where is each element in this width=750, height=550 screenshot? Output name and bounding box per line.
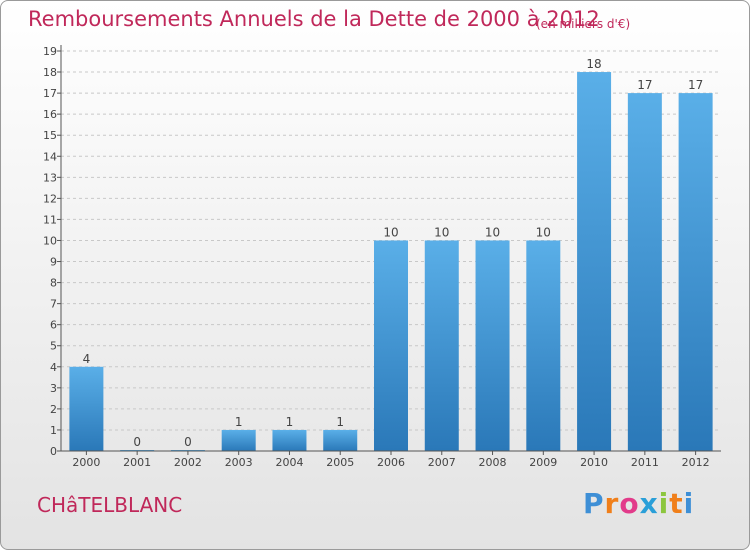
bar-2008	[475, 240, 510, 451]
bar-2010	[577, 72, 612, 451]
bar-2000	[69, 366, 104, 451]
value-label-2006: 10	[383, 225, 398, 239]
y-tick-label: 3	[50, 382, 57, 395]
y-tick-label: 9	[50, 256, 57, 269]
x-tick-label-2011: 2011	[631, 456, 659, 469]
y-tick-label: 13	[43, 171, 57, 184]
proxiti-logo[interactable]: Proxiti	[583, 487, 695, 520]
x-tick-label-2002: 2002	[174, 456, 202, 469]
x-tick-label-2012: 2012	[682, 456, 710, 469]
bar-2009	[526, 240, 561, 451]
value-label-2000: 4	[83, 352, 91, 366]
value-label-2009: 10	[536, 225, 551, 239]
x-tick-label-2009: 2009	[529, 456, 557, 469]
bar-2012	[678, 93, 713, 452]
x-tick-label-2001: 2001	[123, 456, 151, 469]
x-tick-label-2006: 2006	[377, 456, 405, 469]
y-tick-label: 11	[43, 213, 57, 226]
y-tick-label: 12	[43, 192, 57, 205]
commune-name: CHâTELBLANC	[37, 493, 183, 517]
y-tick-label: 18	[43, 66, 57, 79]
y-tick-label: 1	[50, 424, 57, 437]
y-tick-label: 16	[43, 108, 57, 121]
value-label-2012: 17	[688, 78, 703, 92]
value-label-2010: 18	[586, 57, 601, 71]
chart-title: Remboursements Annuels de la Dette de 20…	[28, 7, 600, 31]
y-tick-label: 14	[43, 150, 57, 163]
x-tick-label-2010: 2010	[580, 456, 608, 469]
y-tick-label: 6	[50, 319, 57, 332]
x-tick-label-2008: 2008	[479, 456, 507, 469]
value-label-2005: 1	[336, 415, 344, 429]
value-label-2003: 1	[235, 415, 243, 429]
value-label-2001: 0	[133, 435, 141, 449]
y-tick-label: 17	[43, 87, 57, 100]
bar-2003	[221, 429, 256, 451]
bar-2007	[424, 240, 459, 451]
value-label-2007: 10	[434, 225, 449, 239]
y-tick-label: 19	[43, 45, 57, 58]
x-tick-label-2004: 2004	[275, 456, 303, 469]
bar-2011	[627, 93, 662, 452]
bar-2004	[272, 429, 307, 451]
bar-2005	[323, 429, 358, 451]
y-tick-label: 0	[50, 445, 57, 458]
chart-subtitle: (en milliers d'€)	[536, 17, 631, 31]
value-label-2002: 0	[184, 435, 192, 449]
y-tick-label: 10	[43, 234, 57, 247]
y-tick-label: 5	[50, 340, 57, 353]
y-tick-label: 2	[50, 403, 57, 416]
x-tick-label-2000: 2000	[72, 456, 100, 469]
y-tick-label: 15	[43, 129, 57, 142]
y-tick-label: 8	[50, 277, 57, 290]
value-label-2008: 10	[485, 225, 500, 239]
value-label-2011: 17	[637, 78, 652, 92]
y-tick-label: 7	[50, 298, 57, 311]
bar-2006	[374, 240, 408, 451]
x-tick-label-2005: 2005	[326, 456, 354, 469]
x-tick-label-2003: 2003	[225, 456, 253, 469]
x-tick-label-2007: 2007	[428, 456, 456, 469]
value-label-2004: 1	[286, 415, 294, 429]
y-tick-label: 4	[50, 361, 57, 374]
